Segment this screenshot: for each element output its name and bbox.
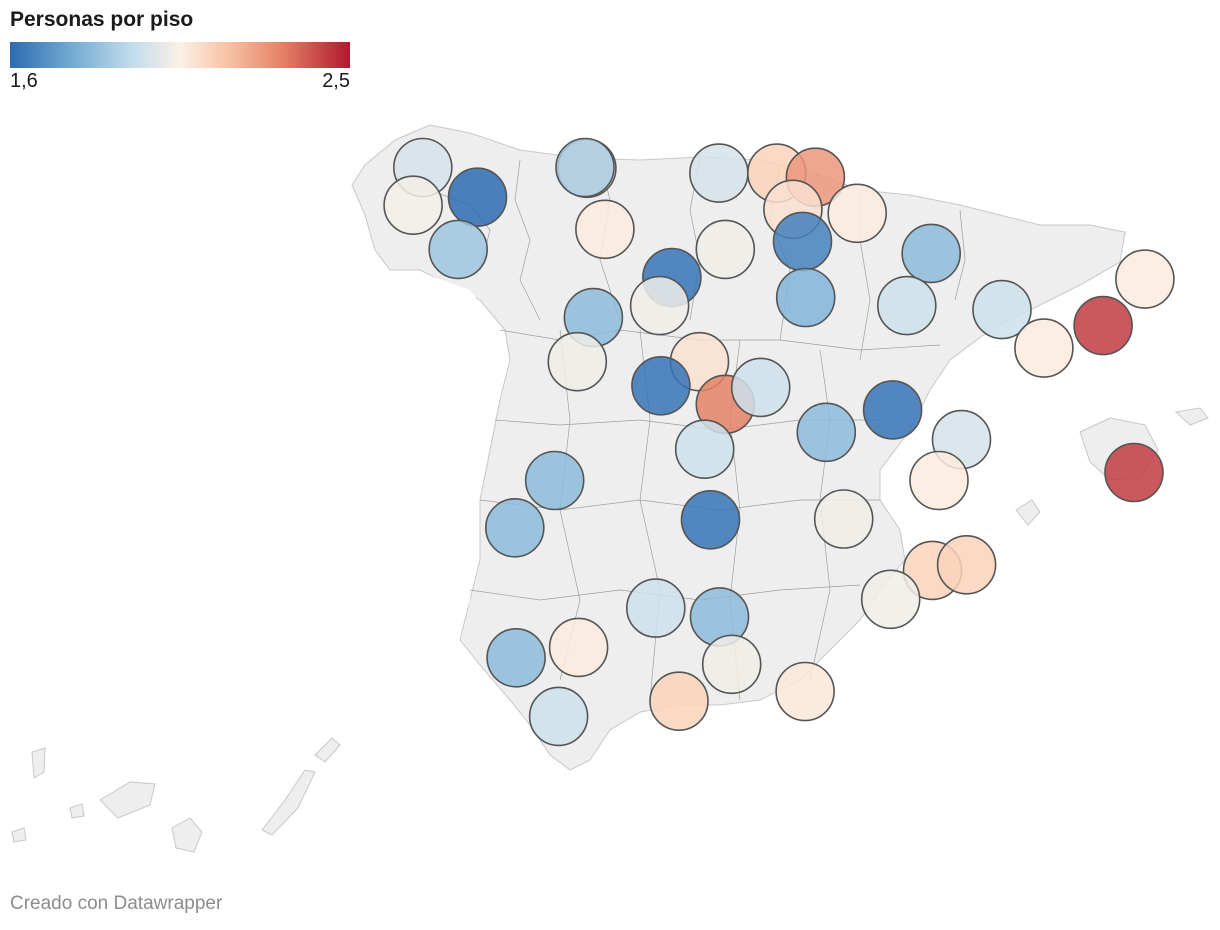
province-circle[interactable]: [649, 671, 709, 732]
legend-labels: 1,6 2,5: [10, 70, 350, 94]
province-circle[interactable]: [876, 275, 937, 336]
province-circle[interactable]: [486, 627, 546, 688]
island-ibiza: [1015, 499, 1041, 526]
province-circle[interactable]: [428, 219, 489, 280]
province-circle[interactable]: [796, 402, 857, 463]
province-circle[interactable]: [1014, 318, 1074, 378]
province-circles: [383, 137, 1175, 747]
province-circle[interactable]: [555, 137, 615, 198]
province-circle[interactable]: [383, 175, 443, 235]
island-la-palma: [31, 747, 46, 779]
province-circle[interactable]: [1104, 442, 1164, 503]
province-circle[interactable]: [860, 569, 921, 630]
province-circle[interactable]: [674, 419, 735, 480]
province-circle[interactable]: [901, 223, 962, 284]
province-circle[interactable]: [548, 617, 609, 678]
province-circle[interactable]: [813, 489, 874, 549]
province-circle[interactable]: [695, 219, 756, 280]
province-circle[interactable]: [1115, 249, 1175, 309]
province-circle[interactable]: [631, 355, 691, 416]
province-circle[interactable]: [689, 143, 749, 203]
island-el-hierro: [11, 827, 27, 843]
province-circle[interactable]: [680, 489, 741, 550]
legend-color-ramp: [10, 42, 350, 68]
legend-title: Personas por piso: [10, 8, 194, 31]
province-circle[interactable]: [909, 450, 969, 511]
province-circle[interactable]: [730, 357, 791, 418]
province-circle[interactable]: [524, 450, 585, 511]
legend-min-label: 1,6: [10, 70, 38, 92]
province-circle[interactable]: [484, 497, 545, 558]
portugal-gap: [352, 272, 505, 700]
spain-map: [11, 124, 1209, 853]
island-tenerife: [99, 781, 156, 819]
mainland-spain: [351, 124, 1126, 771]
legend-max-label: 2,5: [322, 70, 350, 92]
province-circle[interactable]: [1073, 295, 1133, 356]
province-circle[interactable]: [862, 380, 923, 440]
island-fuerteventura: [261, 769, 316, 836]
color-legend: Personas por piso 1,6 2,5: [10, 8, 350, 94]
province-circle[interactable]: [625, 578, 686, 638]
province-circle[interactable]: [575, 199, 635, 260]
island-la-gomera: [69, 803, 85, 819]
province-circle[interactable]: [547, 331, 608, 392]
island-menorca: [1174, 407, 1209, 426]
province-circle[interactable]: [827, 183, 888, 244]
island-lanzarote: [314, 737, 341, 763]
province-circle[interactable]: [629, 275, 690, 336]
province-circle[interactable]: [775, 267, 836, 328]
footer-credit: Creado con Datawrapper: [10, 893, 223, 914]
province-circle[interactable]: [775, 661, 835, 722]
province-circle[interactable]: [936, 534, 997, 595]
province-circle[interactable]: [701, 634, 762, 695]
province-circle[interactable]: [528, 686, 589, 747]
province-circle[interactable]: [972, 279, 1032, 340]
province-circle[interactable]: [447, 167, 508, 227]
island-gran-canaria: [171, 817, 203, 853]
province-circle[interactable]: [772, 211, 833, 272]
